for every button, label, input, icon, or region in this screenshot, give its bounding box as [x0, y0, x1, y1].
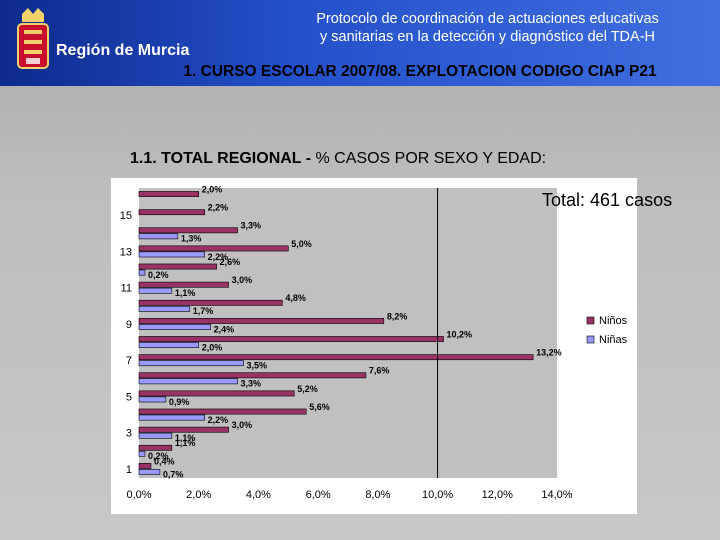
bar — [138, 263, 217, 270]
data-label: 3,0% — [232, 275, 253, 285]
bar — [138, 233, 179, 240]
bar — [138, 299, 283, 306]
data-label: 2,6% — [220, 257, 241, 267]
x-tick-label: 2,0% — [186, 489, 211, 501]
x-tick-label: 12,0% — [482, 489, 513, 501]
data-label: 13,2% — [536, 348, 562, 358]
y-tick-label: 7 — [126, 355, 132, 367]
legend-swatch — [586, 316, 595, 325]
bar — [138, 287, 173, 294]
bar — [138, 463, 152, 469]
header-banner: Región de Murcia Protocolo de coordinaci… — [0, 0, 720, 86]
chart-panel: 1 3 5 7 9 11 13 15 0,4% 1,1% 3,0% 5,6% 5,2% 7,6% 13,2%… — [111, 178, 637, 514]
bar — [138, 305, 191, 312]
brand-name: Región de Murcia — [56, 42, 190, 59]
data-label: 2,2% — [208, 252, 229, 262]
bar — [138, 426, 229, 433]
murcia-crest-icon — [17, 8, 49, 69]
y-tick-label: 1 — [126, 464, 132, 476]
x-tick-label: 8,0% — [365, 489, 390, 501]
x-tick-label: 4,0% — [246, 489, 271, 501]
data-label: 3,3% — [241, 221, 262, 231]
x-tick-label: 0,0% — [126, 489, 151, 501]
data-label: 0,7% — [163, 469, 184, 479]
legend-swatch — [586, 335, 595, 344]
bar — [138, 245, 289, 252]
bar-chart: 135791113150,4%1,1%3,0%5,6%5,2%7,6%13,2%… — [120, 184, 628, 501]
data-label: 0,2% — [148, 451, 169, 461]
header-line-2: y sanitarias en la detección y diagnósti… — [319, 29, 655, 45]
x-tick-label: 10,0% — [422, 489, 453, 501]
bar — [138, 378, 238, 385]
y-tick-label: 3 — [126, 428, 132, 440]
data-label: 2,0% — [202, 184, 223, 194]
data-label: 0,2% — [148, 270, 169, 280]
data-label: 2,4% — [214, 324, 235, 334]
legend-label: Niñas — [599, 334, 628, 346]
bar — [138, 414, 205, 421]
bar — [138, 469, 161, 475]
data-label: 4,8% — [285, 293, 306, 303]
bar — [138, 372, 367, 379]
section-title-rest: % CASOS POR SEXO Y EDAD: — [311, 150, 547, 167]
bar — [138, 318, 385, 324]
bar — [138, 336, 444, 342]
header-title: Protocolo de coordinación de actuaciones… — [260, 10, 715, 46]
section-title: 1.1. TOTAL REGIONAL - % CASOS POR SEXO Y… — [130, 150, 546, 168]
y-tick-label: 11 — [121, 283, 132, 295]
bar — [138, 390, 295, 397]
y-tick-label: 9 — [126, 319, 132, 331]
data-label: 5,0% — [291, 239, 312, 249]
data-label: 1,3% — [181, 234, 202, 244]
bar — [138, 450, 146, 457]
data-label: 1,1% — [175, 433, 196, 443]
data-label: 3,5% — [247, 361, 268, 371]
data-label: 10,2% — [447, 329, 473, 339]
bar — [138, 432, 173, 439]
data-label: 1,1% — [175, 438, 196, 448]
x-tick-label: 14,0% — [541, 489, 572, 501]
bar — [138, 408, 307, 415]
data-label: 5,2% — [297, 384, 318, 394]
bar — [138, 354, 534, 361]
data-label: 3,0% — [232, 420, 253, 430]
legend-label: Niños — [599, 315, 628, 327]
data-label: 1,7% — [193, 306, 214, 316]
y-tick-label: 13 — [120, 246, 132, 258]
bar — [138, 269, 146, 276]
data-label: 7,6% — [369, 366, 390, 376]
x-tick-label: 6,0% — [306, 489, 331, 501]
data-label: 8,2% — [387, 311, 408, 321]
header-subtitle: 1. CURSO ESCOLAR 2007/08. EXPLOTACION CO… — [183, 63, 657, 80]
data-label: 2,2% — [208, 203, 229, 213]
header-line-1: Protocolo de coordinación de actuaciones… — [316, 11, 659, 27]
data-label: 0,4% — [154, 456, 175, 466]
bar — [138, 324, 211, 330]
bar — [138, 209, 205, 216]
data-label: 3,3% — [241, 379, 262, 389]
bar — [138, 360, 244, 367]
bar — [138, 281, 229, 288]
total-cases-annotation: Total: 461 casos — [542, 190, 673, 210]
bar — [138, 396, 167, 403]
bar — [138, 227, 238, 234]
bar — [138, 444, 173, 451]
bar — [138, 191, 200, 197]
bar — [138, 342, 200, 348]
y-tick-label: 15 — [120, 210, 132, 222]
y-tick-label: 5 — [126, 391, 132, 403]
section-title-bold: 1.1. TOTAL REGIONAL - — [130, 150, 312, 167]
data-label: 2,0% — [202, 342, 223, 352]
data-label: 1,1% — [175, 288, 196, 298]
data-label: 5,6% — [309, 402, 330, 412]
bar — [138, 251, 205, 258]
data-label: 2,2% — [208, 415, 229, 425]
data-label: 0,9% — [169, 397, 190, 407]
